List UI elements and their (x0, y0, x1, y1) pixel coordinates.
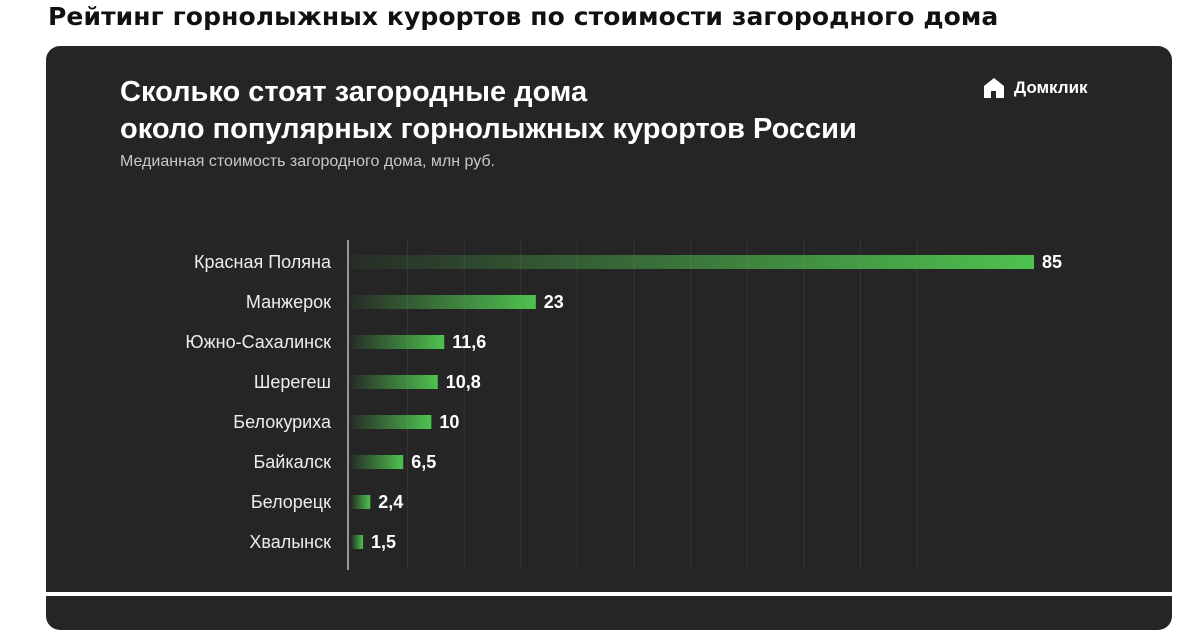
brand-name: Домклик (1014, 78, 1088, 97)
bar (351, 455, 404, 469)
chart-title-line-2: около популярных горнолыжных курортов Ро… (120, 113, 857, 145)
chart-card: Сколько стоят загородные дома около попу… (46, 46, 1172, 630)
bar-chart: Красная Поляна 85 Манжерок 23 Южно-Сахалинск… (185, 240, 1062, 570)
bar (351, 415, 432, 429)
category-label: Красная Поляна (194, 252, 332, 272)
bar (351, 255, 1034, 269)
value-label: 23 (544, 292, 564, 312)
brand-logo: Домклик (980, 74, 1088, 102)
category-label: Шерегеш (254, 372, 331, 392)
value-label: 6,5 (411, 452, 436, 472)
value-label: 11,6 (452, 332, 486, 352)
chart-title-line-1: Сколько стоят загородные дома (120, 76, 588, 108)
value-label: 2,4 (378, 492, 403, 512)
bar (351, 375, 438, 389)
value-label: 10 (439, 412, 459, 432)
house-logo-icon (984, 78, 1004, 98)
category-label: Белокуриха (233, 412, 332, 432)
bar (351, 495, 371, 509)
category-label: Белорецк (251, 492, 331, 512)
card-divider (46, 592, 1172, 596)
bar (351, 295, 536, 309)
chart-title: Сколько стоят загородные дома около попу… (120, 74, 857, 148)
bar (351, 535, 364, 549)
chart-subtitle: Медианная стоимость загородного дома, мл… (120, 153, 496, 170)
category-label: Южно-Сахалинск (185, 332, 331, 352)
category-label: Манжерок (246, 292, 331, 312)
bar (351, 335, 445, 349)
category-label: Хвалынск (249, 532, 331, 552)
value-label: 1,5 (371, 532, 396, 552)
category-label: Байкалск (253, 452, 331, 472)
value-label: 10,8 (446, 372, 481, 392)
value-label: 85 (1042, 252, 1062, 272)
page-heading: Рейтинг горнолыжных курортов по стоимост… (48, 2, 999, 31)
